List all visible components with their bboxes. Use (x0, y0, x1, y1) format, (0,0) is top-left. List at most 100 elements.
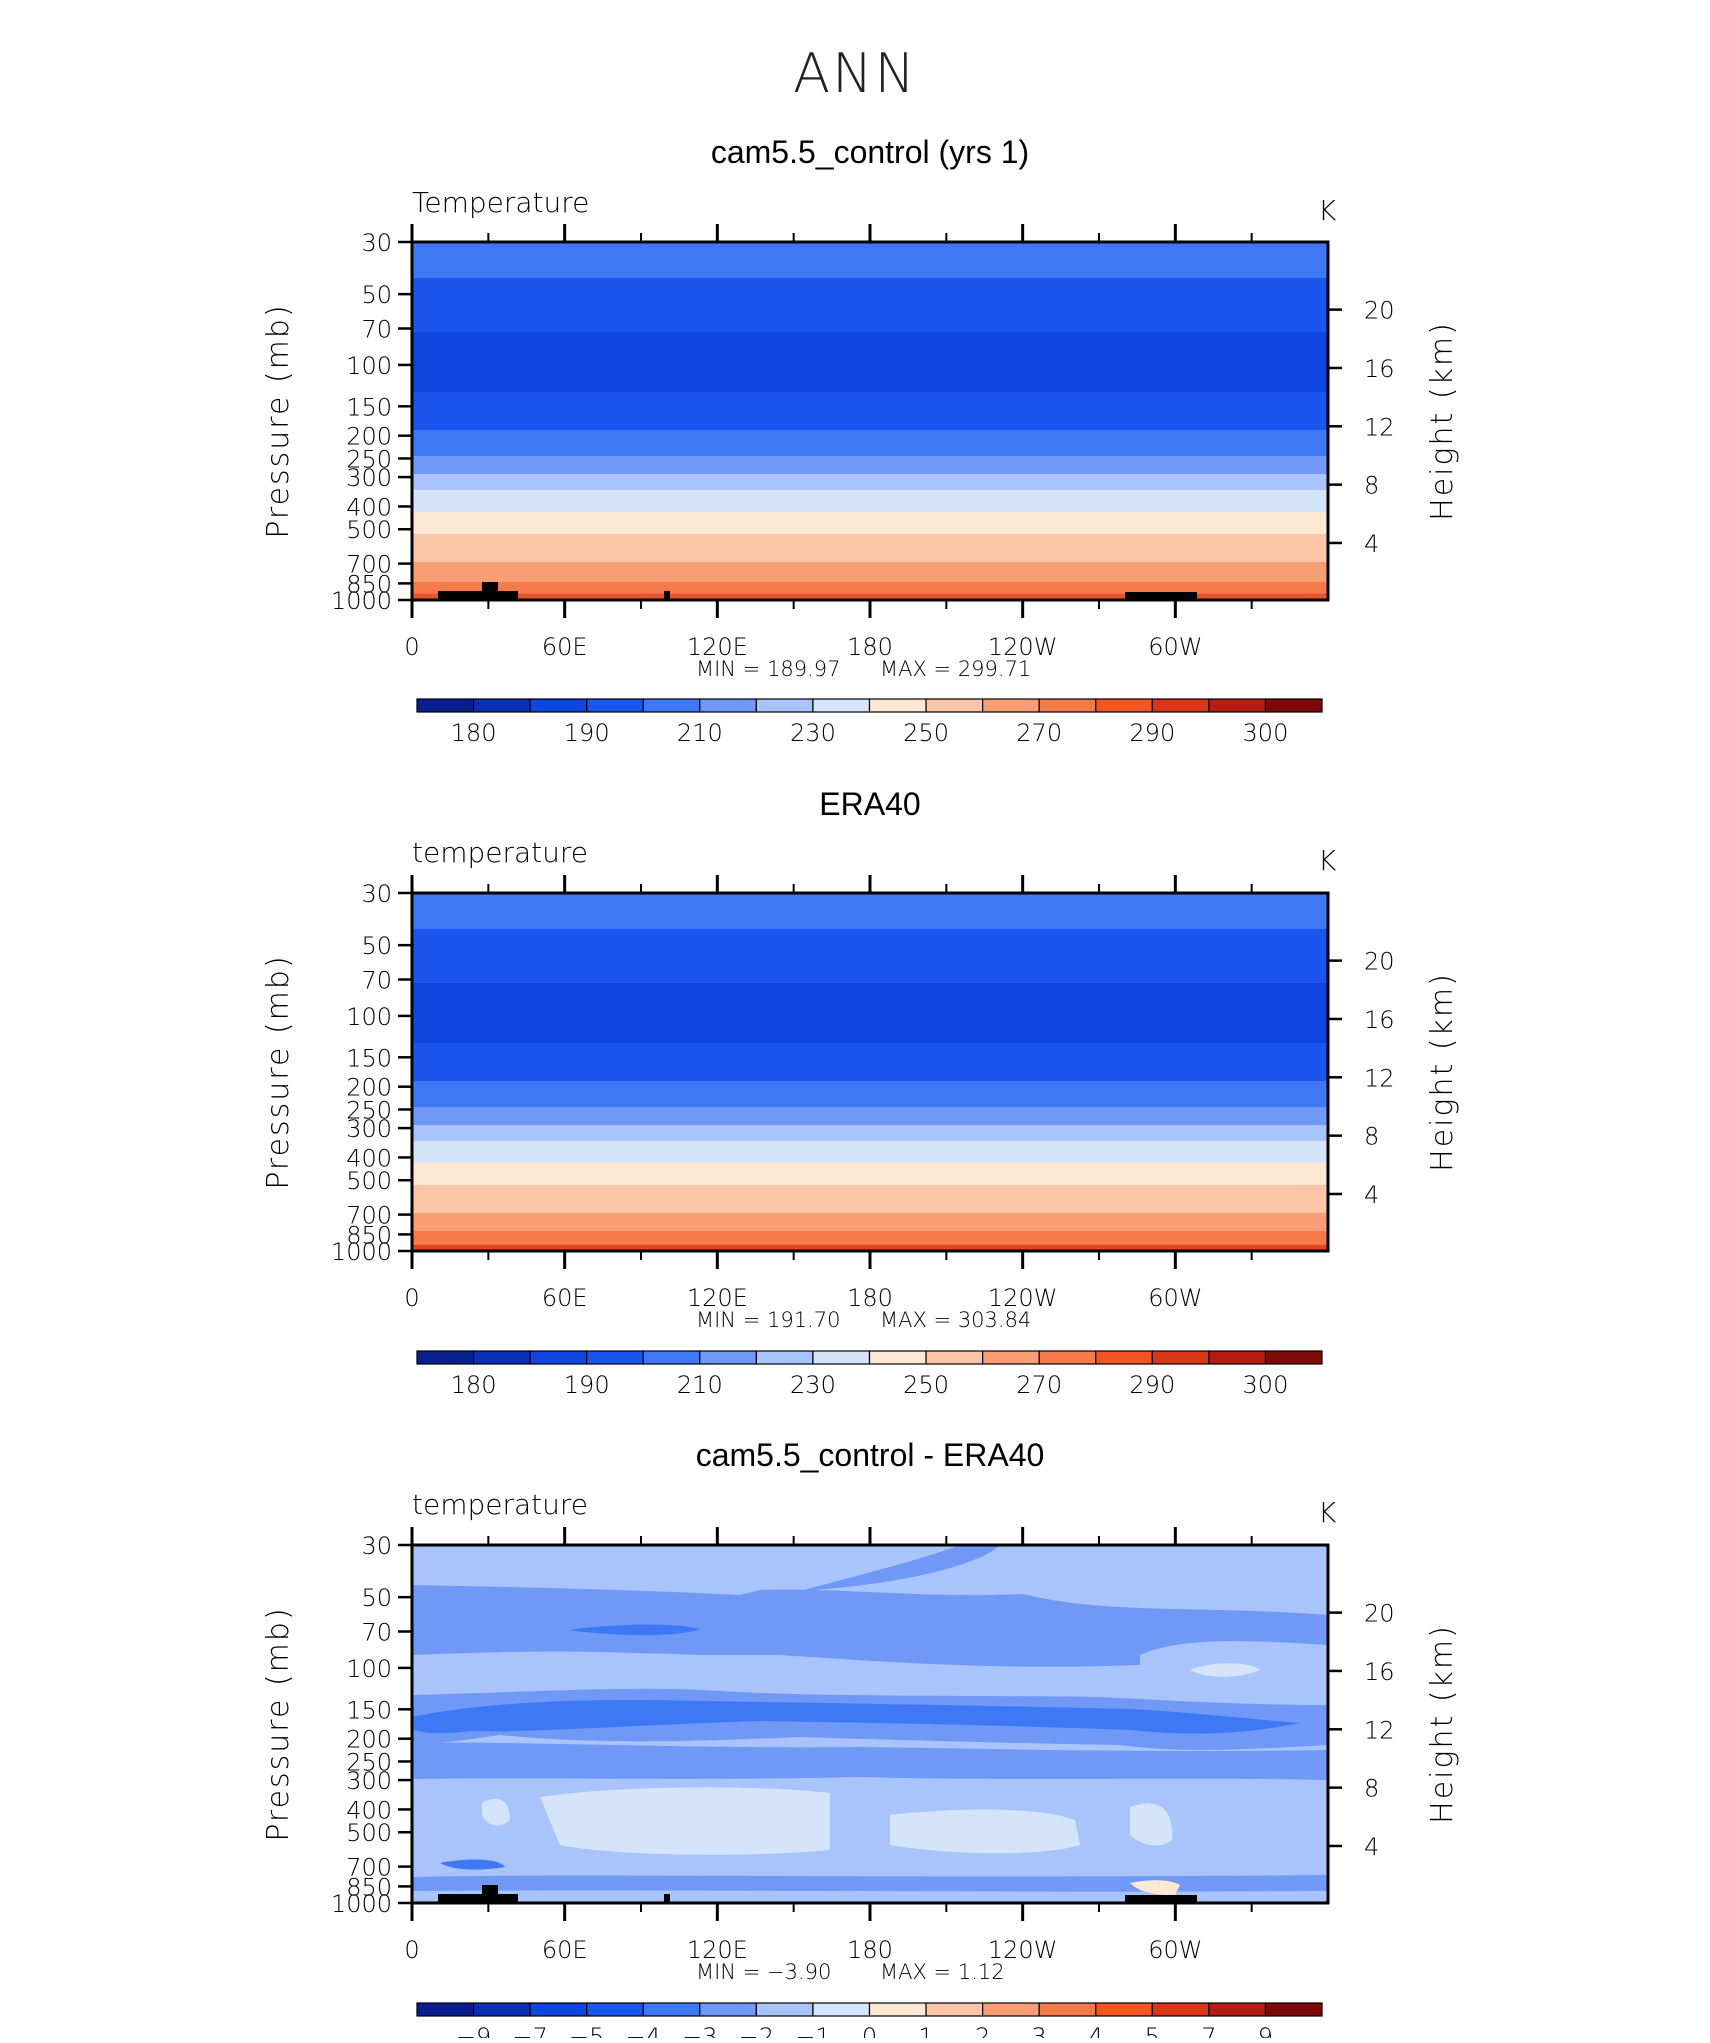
y-tick-label: 700 (346, 1202, 392, 1230)
contour-band (412, 278, 1328, 333)
colorbar-swatch (982, 1350, 1040, 1365)
y-right-tick-label: 20 (1364, 948, 1395, 976)
y-right-tick-label: 4 (1364, 1181, 1379, 1209)
contour-band (412, 1742, 1328, 1780)
panel-title: cam5.5_control - ERA40 (696, 1437, 1045, 1473)
contour-band (412, 893, 1328, 930)
contour-band (412, 983, 1328, 1044)
topography (482, 1885, 498, 1903)
colorbar-swatch (642, 698, 701, 713)
contour-band (1130, 1803, 1173, 1846)
contour-band (412, 1231, 1328, 1246)
y-tick-label: 50 (361, 1584, 392, 1612)
y-tick-label: 1000 (331, 1238, 392, 1266)
contour-band (890, 1809, 1080, 1854)
y-tick-label: 300 (346, 464, 392, 492)
panel-title: cam5.5_control (yrs 1) (711, 134, 1029, 170)
colorbar-label: 300 (1243, 1371, 1289, 1399)
colorbar-swatch (1208, 698, 1267, 713)
colorbar-swatch (1095, 2002, 1153, 2017)
colorbar-label: 180 (451, 719, 497, 747)
max-label: MAX = 299.71 (880, 657, 1031, 681)
topography (1125, 592, 1197, 600)
contour-band (412, 1125, 1328, 1142)
colorbar-swatch (586, 698, 644, 713)
contour-band (540, 1787, 830, 1855)
y-tick-label: 250 (346, 1096, 392, 1124)
colorbar-label: 180 (451, 1371, 497, 1399)
y-tick-label: 70 (361, 967, 392, 995)
topography (1125, 1895, 1197, 1903)
colorbar-swatch (416, 698, 475, 713)
panel-1-field (412, 242, 1328, 600)
colorbar-label: −2 (739, 2023, 774, 2038)
contour-band (482, 1798, 510, 1826)
y-right-tick-label: 16 (1364, 1006, 1395, 1034)
y-tick-label: 850 (346, 1221, 392, 1249)
contour-band (568, 1624, 700, 1636)
contour-band (1020, 1562, 1328, 1615)
surface-band (412, 1244, 1328, 1251)
y-tick-label: 850 (346, 1873, 392, 1901)
y-right-tick-label: 4 (1364, 1833, 1379, 1861)
colorbar-swatch (982, 698, 1040, 713)
colorbar-label: 7 (1201, 2023, 1216, 2038)
colorbar-swatch (1151, 1350, 1210, 1365)
colorbar-swatch (586, 2002, 644, 2017)
contour-band (412, 1107, 1328, 1126)
colorbar-swatch (812, 1350, 871, 1365)
y-right-tick-label: 12 (1364, 1716, 1395, 1744)
colorbar-label: 210 (677, 719, 723, 747)
y-tick-label: 500 (346, 1167, 392, 1195)
colorbar-label: −5 (569, 2023, 604, 2038)
panel-2-field (412, 893, 1328, 1251)
y-tick-label: 700 (346, 551, 392, 579)
y-tick-label: 30 (361, 880, 392, 908)
contour-band (800, 1545, 1000, 1591)
x-tick-label: 60W (1148, 633, 1202, 661)
y-tick-label: 250 (346, 1748, 392, 1776)
colorbar-swatch (925, 1350, 984, 1365)
colorbar-label: 5 (1145, 2023, 1160, 2038)
y-tick-label: 400 (346, 493, 392, 521)
units-label: K (1318, 194, 1337, 227)
contour-band (1190, 1663, 1260, 1677)
contour-band (412, 1081, 1328, 1108)
y-right-tick-label: 12 (1364, 1064, 1395, 1092)
colorbar-label: 0 (862, 2023, 877, 2038)
colorbar-swatch (1038, 698, 1097, 713)
colorbar-swatch (1038, 1350, 1097, 1365)
x-tick-label: 60W (1148, 1936, 1202, 1964)
colorbar-label: 4 (1088, 2023, 1103, 2038)
colorbar-label: 230 (790, 719, 836, 747)
y-right-tick-label: 8 (1364, 1775, 1379, 1803)
contour-band (412, 1043, 1328, 1082)
x-tick-label: 120W (988, 1284, 1058, 1312)
x-tick-label: 120W (988, 633, 1058, 661)
contour-band (412, 332, 1328, 393)
colorbar-label: 2 (975, 2023, 990, 2038)
panel-title: ERA40 (819, 786, 920, 822)
y-right-axis-title: Height (km) (1425, 1624, 1460, 1824)
y-tick-label: 50 (361, 932, 392, 960)
colorbar-swatch (1151, 2002, 1210, 2017)
colorbar-label: −7 (512, 2023, 547, 2038)
colorbar-swatch (642, 1350, 701, 1365)
colorbar-swatch (416, 2002, 475, 2017)
y-tick-label: 100 (346, 1655, 392, 1683)
colorbar-label: −4 (626, 2023, 661, 2038)
colorbar-swatch (1095, 1350, 1153, 1365)
topography (438, 1894, 518, 1903)
colorbar-swatch (586, 1350, 644, 1365)
colorbar-label: −9 (456, 2023, 491, 2038)
y-tick-label: 700 (346, 1854, 392, 1882)
colorbar-swatch (472, 2002, 531, 2017)
colorbar-swatch (1264, 698, 1323, 713)
contour-band (412, 1185, 1328, 1214)
topography (664, 1894, 670, 1903)
colorbar-swatch (529, 2002, 588, 2017)
panel-3-colorbar: −9 −7 −5 −4 −3 −2 −1 0 1 2 3 4 5 7 9 (416, 2002, 1323, 2043)
x-tick-label: 180 (847, 1936, 893, 1964)
contour-band (412, 534, 1328, 563)
colorbar-label: 9 (1258, 2023, 1273, 2038)
